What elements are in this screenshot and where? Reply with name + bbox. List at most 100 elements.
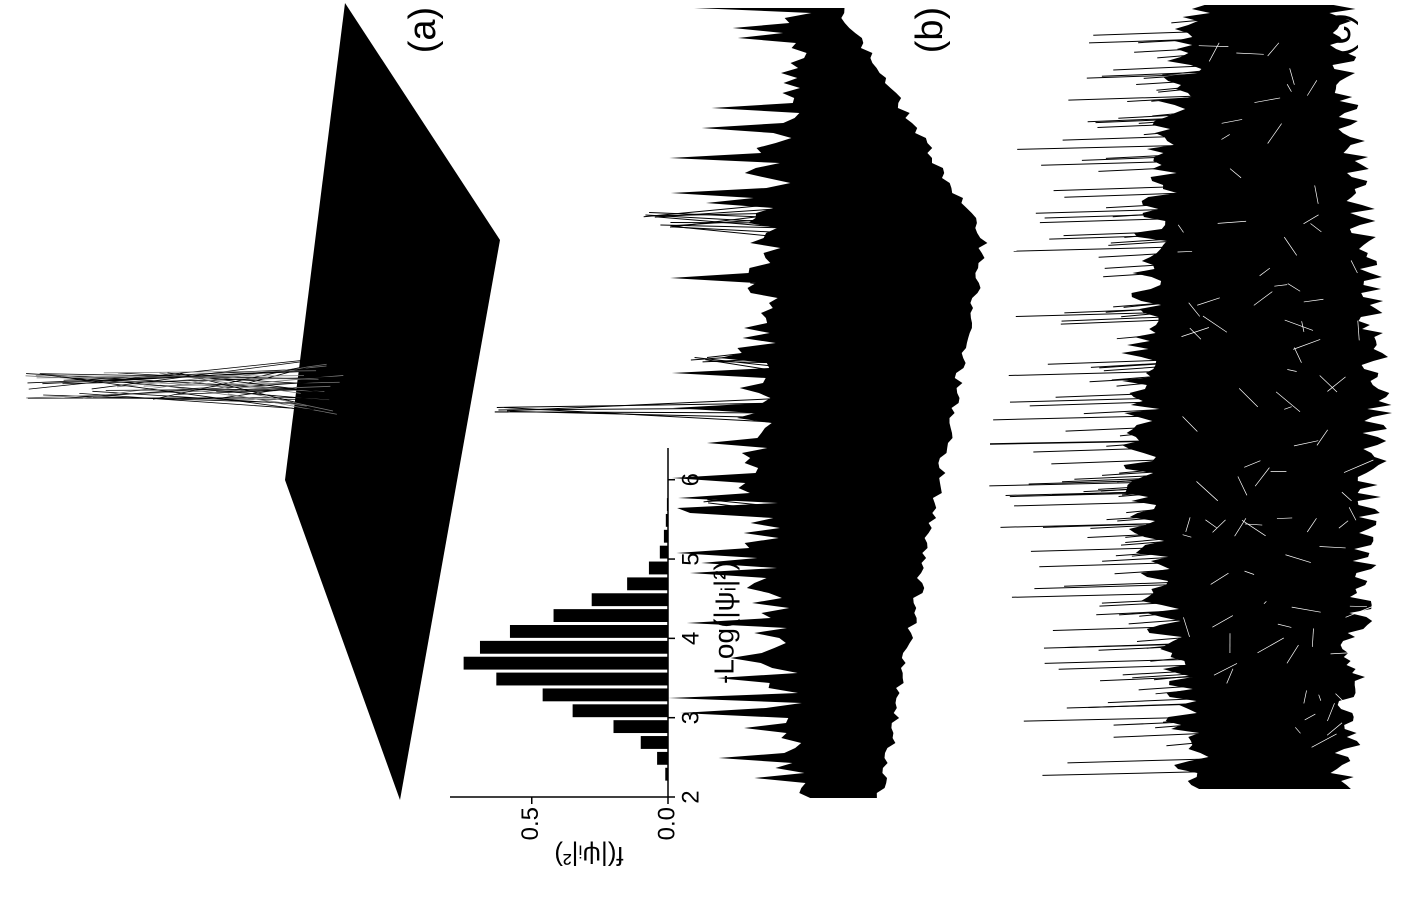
spike bbox=[1134, 47, 1208, 53]
spike bbox=[175, 388, 313, 395]
bar bbox=[509, 625, 669, 638]
spike bbox=[1131, 551, 1172, 557]
texture bbox=[1303, 214, 1319, 225]
texture bbox=[1291, 606, 1321, 613]
spike bbox=[1152, 111, 1194, 117]
spike bbox=[779, 557, 791, 561]
spike bbox=[1125, 537, 1171, 543]
spike bbox=[1098, 166, 1183, 172]
spike bbox=[1118, 113, 1193, 119]
texture bbox=[1277, 623, 1292, 628]
spike bbox=[760, 281, 791, 294]
spike bbox=[1126, 508, 1167, 514]
spike bbox=[1099, 601, 1180, 607]
texture bbox=[1286, 644, 1299, 664]
texture bbox=[1236, 52, 1264, 55]
spike bbox=[1162, 717, 1205, 723]
spike bbox=[1030, 546, 1172, 552]
spike bbox=[26, 373, 326, 391]
spike bbox=[1095, 118, 1192, 124]
spike bbox=[1105, 307, 1164, 313]
spike bbox=[1158, 87, 1199, 93]
texture bbox=[1327, 376, 1346, 392]
texture bbox=[1316, 429, 1328, 446]
spike bbox=[784, 562, 791, 569]
y-axis-label: f(|ψᵢ|²) bbox=[554, 841, 623, 871]
texture bbox=[1319, 546, 1346, 549]
spike bbox=[1042, 770, 1217, 776]
panel-label: (a) bbox=[402, 7, 444, 53]
spike bbox=[1098, 252, 1169, 258]
texture bbox=[1244, 523, 1263, 526]
spike bbox=[989, 439, 1211, 445]
texture bbox=[1263, 601, 1267, 604]
spike bbox=[707, 499, 791, 509]
texture bbox=[1338, 520, 1349, 529]
spike bbox=[643, 202, 791, 218]
texture bbox=[1283, 236, 1298, 256]
spike bbox=[1063, 231, 1172, 237]
texture bbox=[1311, 628, 1314, 647]
spike bbox=[1064, 192, 1178, 198]
texture bbox=[1253, 291, 1273, 306]
spike bbox=[1136, 636, 1187, 642]
spike bbox=[1083, 487, 1165, 493]
spike bbox=[1113, 65, 1204, 71]
bar bbox=[613, 720, 668, 734]
texture bbox=[1257, 637, 1284, 654]
texture bbox=[1286, 84, 1292, 92]
spike bbox=[1093, 30, 1212, 36]
texture bbox=[1293, 440, 1319, 447]
texture bbox=[1318, 694, 1322, 701]
bar bbox=[572, 704, 668, 718]
texture bbox=[1275, 391, 1301, 412]
spike bbox=[1028, 479, 1164, 485]
texture bbox=[1197, 297, 1220, 306]
spike bbox=[1166, 741, 1210, 747]
spike bbox=[1119, 431, 1161, 437]
spike bbox=[1090, 523, 1169, 529]
spike bbox=[1157, 53, 1207, 59]
spike bbox=[1042, 522, 1169, 528]
spike bbox=[1086, 73, 1202, 79]
spike bbox=[1065, 426, 1161, 432]
spike bbox=[1062, 135, 1189, 141]
spike bbox=[1153, 675, 1195, 681]
spike bbox=[27, 397, 341, 399]
spike bbox=[660, 224, 791, 229]
spike bbox=[1132, 673, 1195, 679]
spike bbox=[749, 279, 791, 284]
spike bbox=[1044, 213, 1175, 219]
texture bbox=[1330, 652, 1353, 655]
x-tick-label: 6 bbox=[677, 473, 704, 486]
histogram-inset: 2 3 4 5 6 0.0 0.5 -Log(|ψᵢ|²) f(|ψᵢ|²) bbox=[450, 448, 739, 871]
spike bbox=[1106, 203, 1176, 209]
texture bbox=[1276, 517, 1293, 519]
bar bbox=[663, 529, 668, 543]
spike bbox=[1098, 484, 1165, 490]
spike bbox=[188, 379, 334, 412]
spike bbox=[1106, 515, 1168, 521]
texture bbox=[1226, 668, 1234, 684]
texture bbox=[1244, 460, 1261, 468]
texture bbox=[1259, 267, 1271, 277]
spike bbox=[1121, 312, 1163, 318]
spike bbox=[711, 497, 791, 504]
spike bbox=[1104, 263, 1168, 269]
surfaces bbox=[25, 3, 1392, 800]
spike bbox=[83, 363, 327, 399]
bar bbox=[657, 751, 668, 765]
surface-a bbox=[285, 3, 500, 800]
texture bbox=[1238, 388, 1259, 408]
spike bbox=[1087, 532, 1170, 538]
spike bbox=[1110, 238, 1171, 244]
spike bbox=[504, 407, 791, 424]
spike bbox=[993, 415, 1161, 421]
texture bbox=[1303, 298, 1324, 303]
spike bbox=[1146, 643, 1188, 649]
spike bbox=[1103, 272, 1167, 278]
spike bbox=[1033, 447, 1162, 453]
spike bbox=[1138, 118, 1192, 124]
spike bbox=[1051, 459, 1163, 465]
